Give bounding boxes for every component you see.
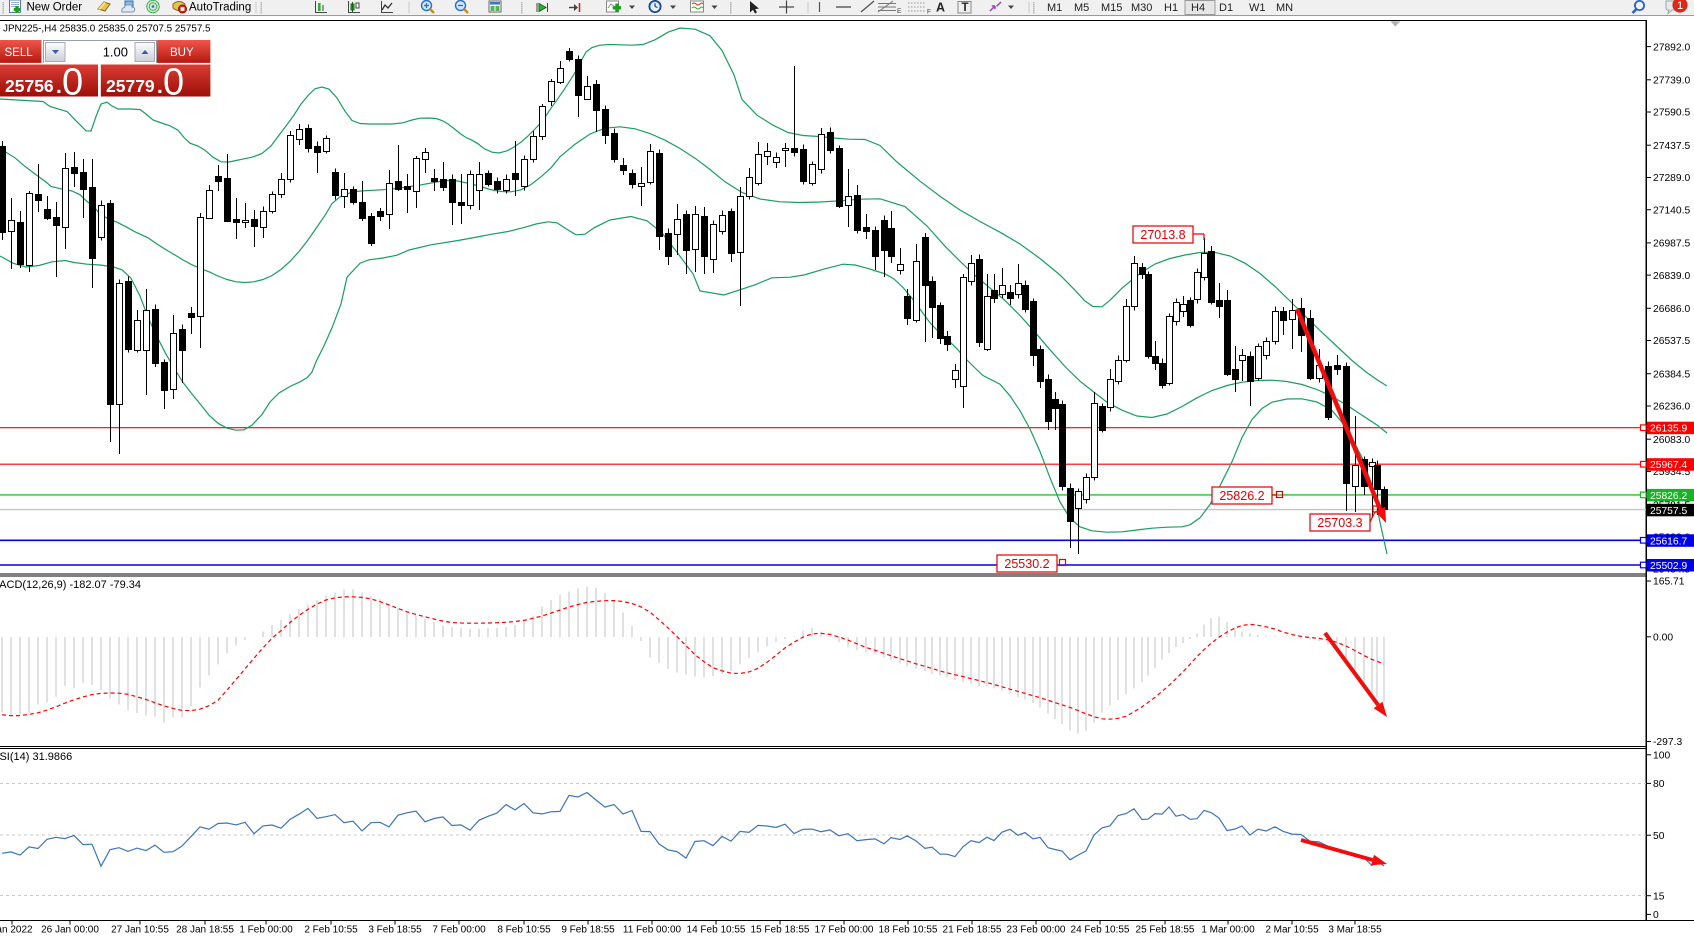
svg-text:M5: M5: [1074, 2, 1089, 14]
svg-text:8 Feb 10:55: 8 Feb 10:55: [497, 925, 551, 936]
svg-text:0: 0: [1653, 910, 1659, 921]
svg-text:M1: M1: [1047, 2, 1062, 14]
svg-text:0.00: 0.00: [1653, 633, 1673, 644]
svg-text:25756: 25756: [5, 76, 54, 96]
svg-text:50: 50: [1653, 831, 1665, 842]
svg-text:25757.5: 25757.5: [1650, 506, 1687, 517]
svg-text:2 Feb 10:55: 2 Feb 10:55: [304, 925, 358, 936]
svg-text:25616.7: 25616.7: [1650, 536, 1687, 547]
svg-text:2 Mar 10:55: 2 Mar 10:55: [1265, 925, 1319, 936]
svg-text:1 Mar 00:00: 1 Mar 00:00: [1201, 925, 1255, 936]
svg-text:1: 1: [1677, 0, 1683, 12]
svg-text:25967.4: 25967.4: [1650, 460, 1687, 471]
svg-text:25779: 25779: [106, 76, 155, 96]
svg-text:25703.3: 25703.3: [1317, 516, 1362, 530]
svg-text:9 Feb 18:55: 9 Feb 18:55: [561, 925, 615, 936]
svg-text:15 Feb 18:55: 15 Feb 18:55: [751, 925, 810, 936]
svg-text:25826.2: 25826.2: [1219, 489, 1264, 503]
svg-text:26686.0: 26686.0: [1653, 304, 1690, 315]
svg-text:RSI(14) 31.9866: RSI(14) 31.9866: [0, 751, 72, 763]
svg-text:25530.2: 25530.2: [1004, 557, 1049, 571]
svg-text:W1: W1: [1249, 2, 1266, 14]
svg-text:100: 100: [1653, 751, 1670, 762]
svg-text:25934.5: 25934.5: [1653, 467, 1690, 478]
svg-text:26135.9: 26135.9: [1650, 424, 1687, 435]
svg-text:26987.5: 26987.5: [1653, 239, 1690, 250]
svg-text:14 Feb 10:55: 14 Feb 10:55: [687, 925, 746, 936]
svg-text:26839.0: 26839.0: [1653, 271, 1690, 282]
svg-text:1.00: 1.00: [103, 45, 128, 60]
svg-text:AutoTrading: AutoTrading: [189, 2, 251, 14]
svg-text:3 Feb 18:55: 3 Feb 18:55: [368, 925, 422, 936]
svg-text:27739.0: 27739.0: [1653, 76, 1690, 87]
svg-text:27892.0: 27892.0: [1653, 42, 1690, 53]
svg-text:27 Jan 10:55: 27 Jan 10:55: [111, 925, 169, 936]
svg-text:25 Feb 18:55: 25 Feb 18:55: [1136, 925, 1195, 936]
svg-text:7 Feb 00:00: 7 Feb 00:00: [432, 925, 486, 936]
svg-text:A: A: [936, 1, 945, 15]
svg-text:MN: MN: [1276, 2, 1293, 14]
svg-text:BUY: BUY: [170, 47, 194, 59]
svg-text:D1: D1: [1219, 2, 1233, 14]
svg-text:0: 0: [163, 62, 184, 104]
svg-text:27140.5: 27140.5: [1653, 205, 1690, 216]
svg-text:JPN225-,H4 25835.0 25835.0 25: JPN225-,H4 25835.0 25835.0 25707.5 25757…: [3, 24, 211, 35]
svg-text:26236.0: 26236.0: [1653, 402, 1690, 413]
svg-text:MACD(12,26,9) -182.07 -79.34: MACD(12,26,9) -182.07 -79.34: [0, 579, 141, 591]
svg-text:.: .: [157, 75, 163, 98]
svg-text:28 Jan 18:55: 28 Jan 18:55: [176, 925, 234, 936]
svg-text:27437.5: 27437.5: [1653, 141, 1690, 152]
svg-text:M30: M30: [1131, 2, 1152, 14]
svg-text:26 Jan 00:00: 26 Jan 00:00: [41, 925, 99, 936]
svg-text:M15: M15: [1101, 2, 1122, 14]
svg-text:15: 15: [1653, 891, 1665, 902]
svg-text:T: T: [962, 2, 969, 14]
svg-text:0: 0: [62, 62, 83, 104]
svg-text:F: F: [927, 9, 931, 16]
svg-text:Jan 2022: Jan 2022: [0, 925, 33, 936]
svg-text:H1: H1: [1164, 2, 1178, 14]
svg-text:26384.5: 26384.5: [1653, 369, 1690, 380]
svg-text:27590.5: 27590.5: [1653, 108, 1690, 119]
svg-text:26537.5: 26537.5: [1653, 336, 1690, 347]
svg-text:21 Feb 18:55: 21 Feb 18:55: [943, 925, 1002, 936]
svg-text:17 Feb 00:00: 17 Feb 00:00: [815, 925, 874, 936]
svg-text:165.71: 165.71: [1653, 577, 1685, 588]
svg-text:New Order: New Order: [27, 2, 83, 14]
svg-text:25502.9: 25502.9: [1650, 561, 1687, 572]
svg-text:18 Feb 10:55: 18 Feb 10:55: [879, 925, 938, 936]
svg-text:23 Feb 00:00: 23 Feb 00:00: [1007, 925, 1066, 936]
svg-text:3 Mar 18:55: 3 Mar 18:55: [1328, 925, 1382, 936]
svg-text:E: E: [897, 8, 902, 15]
svg-text:-297.3: -297.3: [1653, 737, 1682, 748]
svg-text:24 Feb 10:55: 24 Feb 10:55: [1071, 925, 1130, 936]
svg-text:.: .: [56, 75, 62, 98]
svg-text:SELL: SELL: [5, 47, 34, 59]
svg-text:H4: H4: [1191, 2, 1205, 14]
svg-text:11 Feb 00:00: 11 Feb 00:00: [623, 925, 682, 936]
svg-text:80: 80: [1653, 779, 1665, 790]
svg-text:27013.8: 27013.8: [1140, 228, 1185, 242]
svg-text:26083.0: 26083.0: [1653, 435, 1690, 446]
svg-text:25826.2: 25826.2: [1650, 491, 1687, 502]
svg-text:1 Feb 00:00: 1 Feb 00:00: [239, 925, 293, 936]
svg-text:27289.0: 27289.0: [1653, 173, 1690, 184]
